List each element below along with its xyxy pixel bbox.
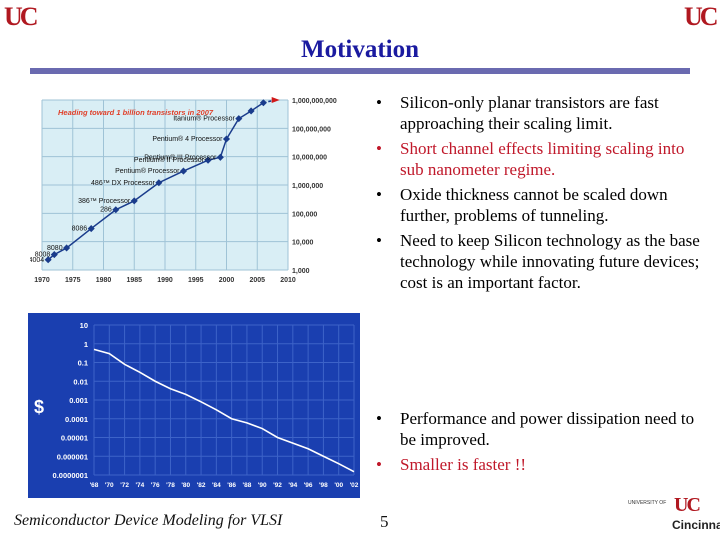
x-tick-label: '96 <box>304 482 313 489</box>
course-title: Semiconductor Device Modeling for VLSI <box>14 512 283 529</box>
x-tick-label: '68 <box>90 482 99 489</box>
x-tick-label: '76 <box>151 482 160 489</box>
bullet-list-top: Silicon-only planar transistors are fast… <box>366 92 711 297</box>
x-tick-label: '74 <box>135 482 144 489</box>
processor-label: Itanium® Processor <box>173 115 235 123</box>
x-tick-label: '86 <box>227 482 236 489</box>
bullet-text: Short channel effects limiting scaling i… <box>400 139 685 179</box>
y-tick-label: 1 <box>84 340 88 349</box>
data-point <box>44 256 52 264</box>
x-tick-label: '70 <box>105 482 114 489</box>
x-tick-label: '78 <box>166 482 175 489</box>
y-tick-label: 0.01 <box>73 377 88 386</box>
bullet-item: Oxide thickness cannot be scaled down fu… <box>366 184 711 226</box>
bullet-item: Need to keep Silicon technology as the b… <box>366 230 711 293</box>
y-tick-label: 10 <box>80 321 88 330</box>
x-tick-label: '84 <box>212 482 221 489</box>
bullet-item: Performance and power dissipation need t… <box>366 408 711 450</box>
bullet-text: Silicon-only planar transistors are fast… <box>400 93 659 133</box>
y-tick-label: 0.0001 <box>65 415 88 424</box>
data-point <box>204 156 212 164</box>
data-point <box>235 115 243 123</box>
x-tick-label: 2005 <box>249 277 265 284</box>
processor-label: 386™ Processor <box>78 198 131 205</box>
x-tick-label: '98 <box>319 482 328 489</box>
data-point <box>112 206 120 214</box>
processor-label: 8008 <box>35 252 51 259</box>
data-point <box>130 197 138 205</box>
y-tick-label: 1,000,000,000 <box>292 98 337 105</box>
x-tick-label: 1970 <box>34 277 50 284</box>
x-tick-label: 2000 <box>219 277 235 284</box>
x-tick-label: 1985 <box>126 277 142 284</box>
x-tick-label: 2010 <box>280 277 296 284</box>
transistor-count-chart: 1970 1975 1980 1985 1990 1995 2000 2005 2010 1,00… <box>30 97 337 284</box>
x-tick-label: 1980 <box>96 277 112 284</box>
processor-label: 4004 <box>30 257 44 264</box>
processor-label: Pentium® 4 Processor <box>152 135 223 143</box>
y-tick-label: 10,000,000 <box>292 155 327 162</box>
y-tick-label: 100,000 <box>292 211 317 218</box>
processor-label: Pentium® III Processor <box>144 153 217 161</box>
y-tick-label: 10,000 <box>292 240 314 247</box>
y-tick-label: 100,000,000 <box>292 126 331 133</box>
x-tick-label: 1990 <box>157 277 173 284</box>
x-tick-label: '72 <box>120 482 129 489</box>
bullet-item: Short channel effects limiting scaling i… <box>366 138 711 180</box>
y-tick-label: 0.000001 <box>57 452 88 461</box>
title-divider <box>30 68 690 74</box>
chart-title: Heading toward 1 billion transistors in … <box>58 108 214 117</box>
x-tick-label: '88 <box>243 482 252 489</box>
y-tick-label: 1,000,000 <box>292 183 323 190</box>
page-number: 5 <box>380 512 389 531</box>
bullet-item: Silicon-only planar transistors are fast… <box>366 92 711 134</box>
x-tick-label: '80 <box>181 482 190 489</box>
bullet-list-bottom: Performance and power dissipation need t… <box>366 408 711 479</box>
processor-label: Pentium® Processor <box>115 167 180 175</box>
y-tick-label: 0.001 <box>69 396 88 405</box>
university-logo: UNIVERSITY OF UC Cincinnati <box>628 494 720 536</box>
data-point <box>63 244 71 252</box>
y-axis-label: $ <box>34 397 44 417</box>
x-tick-label: '02 <box>350 482 359 489</box>
y-tick-label: 1,000 <box>292 268 310 275</box>
processor-label: 8080 <box>47 245 63 252</box>
university-name: Cincinnati <box>672 518 720 532</box>
university-small-text: UNIVERSITY OF <box>628 500 667 506</box>
x-tick-label: '92 <box>273 482 282 489</box>
x-tick-label: 1975 <box>65 277 81 284</box>
bullet-item: Smaller is faster !! <box>366 454 711 475</box>
processor-label: 286 <box>100 207 112 214</box>
uc-logo-left: UC <box>4 2 39 31</box>
target-arrow <box>271 97 280 103</box>
data-point <box>87 225 95 233</box>
x-tick-label: '82 <box>197 482 206 489</box>
x-tick-label: '94 <box>288 482 297 489</box>
bullet-text: Smaller is faster !! <box>400 455 527 474</box>
processor-label: Pentium® II Processor <box>134 156 205 164</box>
x-tick-label: 1995 <box>188 277 204 284</box>
y-tick-label: 0.00001 <box>61 434 88 443</box>
slide-title: Motivation <box>300 36 420 63</box>
data-point <box>179 167 187 175</box>
x-tick-label: '90 <box>258 482 267 489</box>
uc-logo-right: UC <box>684 2 719 31</box>
data-point <box>222 135 231 143</box>
bullet-text: Performance and power dissipation need t… <box>400 409 695 449</box>
bullet-text: Oxide thickness cannot be scaled down fu… <box>400 185 668 225</box>
university-mark: UC <box>674 494 701 516</box>
data-point <box>247 107 255 115</box>
y-tick-label: 0.0000001 <box>53 471 88 480</box>
cost-line <box>93 348 355 473</box>
processor-label: 8086 <box>72 226 88 233</box>
processor-label: 486™ DX Processor <box>91 180 155 187</box>
x-tick-label: '00 <box>334 482 343 489</box>
cost-per-transistor-chart: 0.0000001 0.000001 0.00001 0.0001 0.001 0.01 0… <box>28 313 360 498</box>
trend-line <box>47 102 264 261</box>
y-tick-label: 0.1 <box>78 359 88 368</box>
bullet-text: Need to keep Silicon technology as the b… <box>400 231 700 292</box>
